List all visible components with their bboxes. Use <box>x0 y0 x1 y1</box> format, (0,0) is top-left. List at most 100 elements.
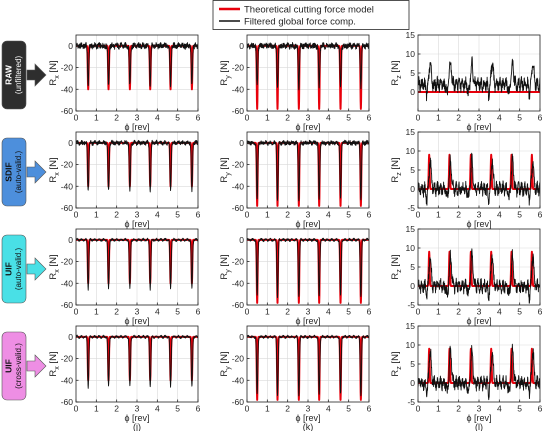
series-line-filtered <box>247 334 369 397</box>
y-tick-label: 0 <box>239 235 244 245</box>
x-tick-label: 6 <box>367 113 372 123</box>
series-line-filtered <box>418 343 540 401</box>
right-arrow-icon <box>26 160 47 184</box>
x-tick-label: 4 <box>497 404 502 414</box>
subplot-j: 0 1 2 3 4 5 6 -60 -40 -20 0 ϕ [rev](j) Rx [N] <box>48 325 201 431</box>
x-tick-label: 3 <box>135 113 140 123</box>
method-badge-sdif <box>1 137 27 207</box>
x-tick-label: 0 <box>416 210 421 220</box>
x-tick-label: 1 <box>436 210 441 220</box>
x-tick-label: 5 <box>175 307 180 317</box>
x-tick-label: 1 <box>436 404 441 414</box>
y-axis-label: Ry [N] <box>219 60 232 85</box>
y-tick-label: 5 <box>410 359 415 369</box>
x-tick-label: 6 <box>196 404 201 414</box>
series-group <box>76 237 198 291</box>
y-tick-label: -20 <box>61 354 74 364</box>
y-tick-label: 0 <box>68 235 73 245</box>
y-tick-label: -20 <box>61 257 74 267</box>
method-badge-raw <box>1 40 27 110</box>
series-group <box>418 248 540 304</box>
x-tick-label: 0 <box>74 307 79 317</box>
series-line-filtered <box>418 248 540 304</box>
series-group <box>76 334 198 389</box>
y-tick-label: -40 <box>232 181 245 191</box>
x-tick-label: 1 <box>265 307 270 317</box>
y-tick-label: 15 <box>406 127 416 137</box>
method-subtitle-raw: (unfiltered) <box>14 56 23 95</box>
x-tick-label: 5 <box>346 113 351 123</box>
x-axis-label: ϕ [rev] <box>124 122 149 132</box>
x-tick-label: 4 <box>326 113 331 123</box>
y-tick-label: -60 <box>232 203 245 213</box>
x-axis-label: ϕ [rev] <box>295 219 320 229</box>
y-tick-label: 10 <box>406 146 416 156</box>
y-tick-label: 0 <box>410 378 415 388</box>
y-tick-label: -60 <box>61 300 74 310</box>
method-label-uif-cross: UIF (cross-valid.) <box>1 331 47 401</box>
x-tick-label: 5 <box>175 210 180 220</box>
x-axis-label: ϕ [rev] <box>466 316 491 326</box>
series-group <box>247 334 369 401</box>
x-tick-label: 4 <box>326 307 331 317</box>
x-tick-label: 3 <box>306 210 311 220</box>
x-tick-label: 6 <box>367 210 372 220</box>
y-tick-label: -20 <box>232 160 245 170</box>
x-tick-label: 2 <box>114 307 119 317</box>
x-tick-label: 0 <box>416 307 421 317</box>
y-tick-label: -20 <box>232 257 245 267</box>
x-tick-label: 3 <box>306 404 311 414</box>
y-tick-label: 0 <box>410 87 415 97</box>
y-tick-label: 0 <box>410 184 415 194</box>
y-tick-label: 0 <box>410 281 415 291</box>
y-tick-label: -40 <box>61 181 74 191</box>
x-tick-label: 2 <box>456 404 461 414</box>
x-tick-label: 1 <box>265 113 270 123</box>
method-title-sdif: SDIF <box>4 162 14 181</box>
x-tick-label: 2 <box>285 113 290 123</box>
x-tick-label: 2 <box>114 210 119 220</box>
y-tick-label: -60 <box>61 203 74 213</box>
y-tick-label: 0 <box>239 332 244 342</box>
x-tick-label: 5 <box>517 307 522 317</box>
x-tick-label: 6 <box>196 113 201 123</box>
x-tick-label: 0 <box>245 307 250 317</box>
subplot-k: 0 1 2 3 4 5 6 -60 -40 -20 0 ϕ [rev](k) Ry [N] <box>219 325 372 431</box>
y-axis-label: Rx [N] <box>48 157 61 182</box>
legend: Theoretical cutting force model Filtered… <box>212 0 410 30</box>
method-title-uif-auto: UIF <box>4 262 14 276</box>
y-tick-label: 0 <box>239 138 244 148</box>
x-tick-label: 0 <box>245 210 250 220</box>
x-axis-label: ϕ [rev] <box>466 413 491 423</box>
x-tick-label: 4 <box>155 210 160 220</box>
series-group <box>418 152 540 206</box>
x-tick-label: 2 <box>285 210 290 220</box>
y-axis-label: Rz [N] <box>390 157 403 182</box>
x-tick-label: 6 <box>367 307 372 317</box>
x-tick-label: 3 <box>477 404 482 414</box>
x-tick-label: 6 <box>196 210 201 220</box>
x-axis-label: ϕ [rev] <box>295 413 320 423</box>
series-group <box>247 139 369 207</box>
x-tick-label: 4 <box>326 404 331 414</box>
x-tick-label: 3 <box>135 210 140 220</box>
x-tick-label: 3 <box>306 113 311 123</box>
x-tick-label: 5 <box>517 113 522 123</box>
x-axis-label: ϕ [rev] <box>124 316 149 326</box>
y-tick-label: 0 <box>68 332 73 342</box>
method-badge-uif-cross <box>1 331 27 401</box>
right-arrow-icon <box>26 257 47 281</box>
method-title-uif-cross: UIF <box>4 359 14 373</box>
x-tick-label: 3 <box>135 404 140 414</box>
x-tick-label: 5 <box>175 404 180 414</box>
y-tick-label: -20 <box>61 63 74 73</box>
y-tick-label: 10 <box>406 340 416 350</box>
x-tick-label: 3 <box>306 307 311 317</box>
series-group <box>247 237 369 304</box>
